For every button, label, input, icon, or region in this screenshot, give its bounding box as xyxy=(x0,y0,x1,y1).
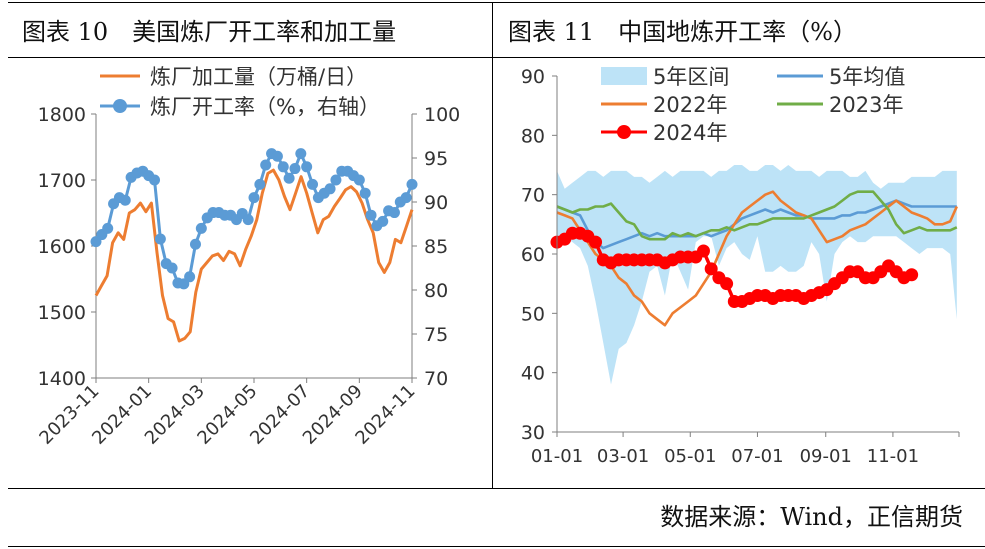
left-y-tick-label: 1600 xyxy=(38,236,86,258)
y-tick-label: 30 xyxy=(521,422,545,444)
utilization-point xyxy=(271,150,283,162)
utilization-point xyxy=(406,178,418,190)
left-y-tick-label: 1400 xyxy=(38,368,86,390)
utilization-point xyxy=(400,192,412,204)
x-tick-label: 09-01 xyxy=(800,446,852,467)
title-divider xyxy=(8,57,985,58)
legend-label: 5年区间 xyxy=(653,65,729,89)
utilization-point xyxy=(283,172,295,184)
throughput-line xyxy=(94,168,414,343)
y-tick-label: 50 xyxy=(521,303,545,325)
right-y-tick-label: 90 xyxy=(424,192,448,214)
utilization-point xyxy=(377,215,389,227)
footer-border xyxy=(8,546,985,547)
x-tick-label: 01-01 xyxy=(531,446,583,467)
y-tick-label: 40 xyxy=(521,363,545,385)
legend-swatch xyxy=(601,67,647,85)
utilization-point xyxy=(353,174,365,186)
right-y-tick-label: 100 xyxy=(424,104,460,126)
y-tick-label: 90 xyxy=(521,66,545,88)
data-source-footer: 数据来源：Wind，正信期货 xyxy=(660,503,963,531)
legend-label: 5年均值 xyxy=(829,65,905,89)
utilization-point xyxy=(260,159,272,171)
bottom-border xyxy=(8,488,985,489)
left-y-tick-label: 1700 xyxy=(38,170,86,192)
left-y-tick-label: 1800 xyxy=(38,104,86,126)
year-2022-line xyxy=(556,190,958,327)
y-tick-label: 80 xyxy=(521,125,545,147)
right-y-tick-label: 80 xyxy=(424,280,448,302)
legend-marker xyxy=(617,125,631,139)
legend-label: 2024年 xyxy=(653,121,727,145)
legend-label: 炼厂加工量（万桶/日） xyxy=(150,65,367,89)
right-y-tick-label: 95 xyxy=(424,148,448,170)
year-2024-point xyxy=(589,235,603,249)
left-y-tick-label: 1500 xyxy=(38,302,86,324)
utilization-point xyxy=(277,161,289,173)
utilization-point xyxy=(248,192,260,204)
year-2024-point xyxy=(720,277,734,291)
utilization-point xyxy=(330,174,342,186)
five-year-range-band xyxy=(557,165,957,385)
left-panel-title: 图表 10 美国炼厂开工率和加工量 xyxy=(22,18,397,46)
right-panel-title: 图表 11 中国地炼开工率（%） xyxy=(508,18,857,46)
utilization-point xyxy=(119,194,131,206)
utilization-point xyxy=(154,233,166,245)
top-border xyxy=(8,2,985,3)
legend-label: 炼厂开工率（%，右轴） xyxy=(150,95,380,119)
utilization-point xyxy=(301,161,313,173)
legend-marker xyxy=(113,99,127,113)
year-2023-line xyxy=(556,190,958,241)
x-tick-label: 05-01 xyxy=(664,446,716,467)
utilization-point xyxy=(388,207,400,219)
x-tick-label: 07-01 xyxy=(731,446,783,467)
utilization-point xyxy=(254,178,266,190)
utilization-point xyxy=(365,209,377,221)
utilization-point xyxy=(184,271,196,283)
utilization-point xyxy=(102,222,114,234)
legend-label: 2023年 xyxy=(829,93,903,117)
year-2024-point xyxy=(704,262,718,276)
year-2024-point xyxy=(905,268,919,282)
right-y-tick-label: 75 xyxy=(424,324,448,346)
legend-label: 2022年 xyxy=(653,93,727,117)
utilization-point xyxy=(324,183,336,195)
y-tick-label: 70 xyxy=(521,185,545,207)
china-teapot-chart: 30 40 50 60 70 80 90 01-01 03-01 05-01 07-01 09-01 1… xyxy=(521,65,960,467)
utilization-point xyxy=(359,187,371,199)
panel-divider xyxy=(492,2,493,488)
right-y-tick-label: 85 xyxy=(424,236,448,258)
five-year-mean-line xyxy=(556,199,957,250)
utilization-point xyxy=(195,222,207,234)
utilization-point xyxy=(149,174,161,186)
right-y-tick-label: 70 xyxy=(424,368,448,390)
utilization-point xyxy=(295,148,307,160)
utilization-point xyxy=(307,178,319,190)
year-2024-point xyxy=(696,244,710,258)
utilization-point xyxy=(189,238,201,250)
x-tick-label: 03-01 xyxy=(597,446,649,467)
us-refinery-chart: 140015001600170018007075808590951002023-… xyxy=(35,65,460,449)
utilization-point xyxy=(166,262,178,274)
utilization-point xyxy=(289,163,301,175)
y-tick-label: 60 xyxy=(521,244,545,266)
x-tick-label: 11-01 xyxy=(867,446,919,467)
utilization-point xyxy=(242,214,254,226)
